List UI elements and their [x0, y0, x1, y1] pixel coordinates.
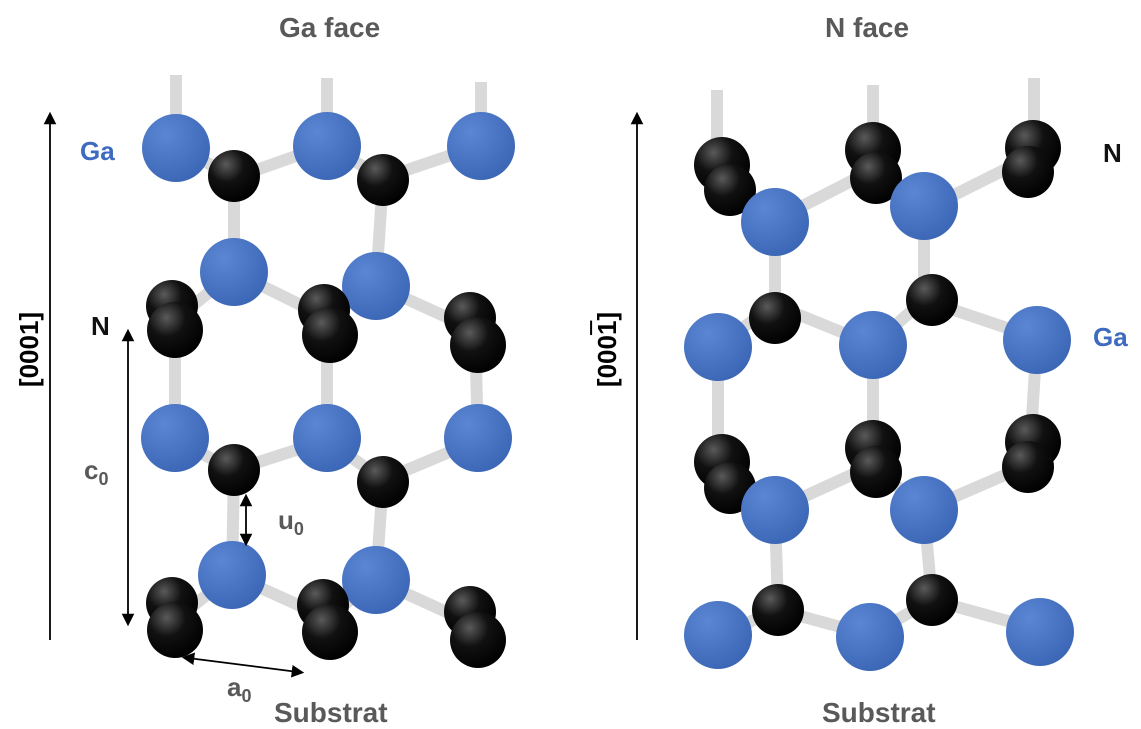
n-atom: [906, 574, 958, 626]
ga-atom: [741, 188, 809, 256]
a0-letter: a: [227, 672, 242, 702]
a0-subscript: 0: [241, 686, 252, 707]
u0-label: u0: [278, 505, 304, 540]
ga-atom: [444, 404, 512, 472]
n-atom: [147, 602, 203, 658]
n-atom: [1002, 441, 1054, 493]
n-atom: [906, 274, 958, 326]
left-substrate-label: Substrat: [274, 697, 388, 728]
left-axis-label: [0001]: [14, 311, 45, 388]
right-substrate-label: Substrat: [822, 697, 936, 728]
c0-letter: c: [84, 455, 99, 485]
ga-atom: [142, 114, 210, 182]
ga-atom: [890, 172, 958, 240]
ga-atom: [890, 476, 958, 544]
ga-atom: [198, 541, 266, 609]
right-axis-label: [0001]: [592, 312, 623, 387]
n-atom: [850, 152, 902, 204]
n-atom: [749, 292, 801, 344]
ga-atom: [684, 313, 752, 381]
n-atom: [357, 154, 409, 206]
n-atom: [1002, 146, 1054, 198]
ga-atom: [447, 112, 515, 180]
n-atom: [147, 302, 203, 358]
ga-atom: [741, 476, 809, 544]
n-atom: [850, 446, 902, 498]
c0-label: c0: [84, 455, 108, 490]
right-panel-title: N face: [825, 12, 910, 43]
right-ga-label: Ga: [1093, 322, 1128, 352]
ga-atom: [839, 311, 907, 379]
n-atom: [752, 584, 804, 636]
u0-subscript: 0: [293, 519, 304, 540]
right-axis-prefix: [000: [592, 335, 623, 388]
ga-atom: [200, 238, 268, 306]
ga-atom: [1003, 306, 1071, 374]
n-atom: [704, 164, 756, 216]
n-atom: [302, 307, 358, 363]
arrows-layer: [43, 111, 644, 678]
atoms-layer: [141, 112, 1074, 671]
ga-atom: [1006, 598, 1074, 666]
left-n-label: N: [91, 311, 110, 341]
n-atom: [450, 317, 506, 373]
right-n-label: N: [1103, 138, 1122, 168]
n-atom: [450, 612, 506, 668]
left-panel-title: Ga face: [279, 12, 381, 43]
n-atom: [208, 150, 260, 202]
left-ga-label: Ga: [80, 136, 115, 166]
ga-atom: [836, 603, 904, 671]
ga-atom: [342, 252, 410, 320]
c0-subscript: 0: [98, 469, 109, 490]
ga-atom: [684, 601, 752, 669]
n-atom: [357, 456, 409, 508]
n-atom: [208, 444, 260, 496]
u0-letter: u: [278, 505, 294, 535]
ga-atom: [293, 112, 361, 180]
ga-atom: [342, 546, 410, 614]
ga-atom: [141, 404, 209, 472]
a0-label: a0: [227, 672, 251, 707]
right-axis-overlined-digit: 1: [592, 320, 623, 336]
right-axis-suffix: ]: [592, 311, 623, 321]
a0-arrow: [181, 652, 305, 678]
ga-atom: [293, 404, 361, 472]
n-atom: [302, 604, 358, 660]
